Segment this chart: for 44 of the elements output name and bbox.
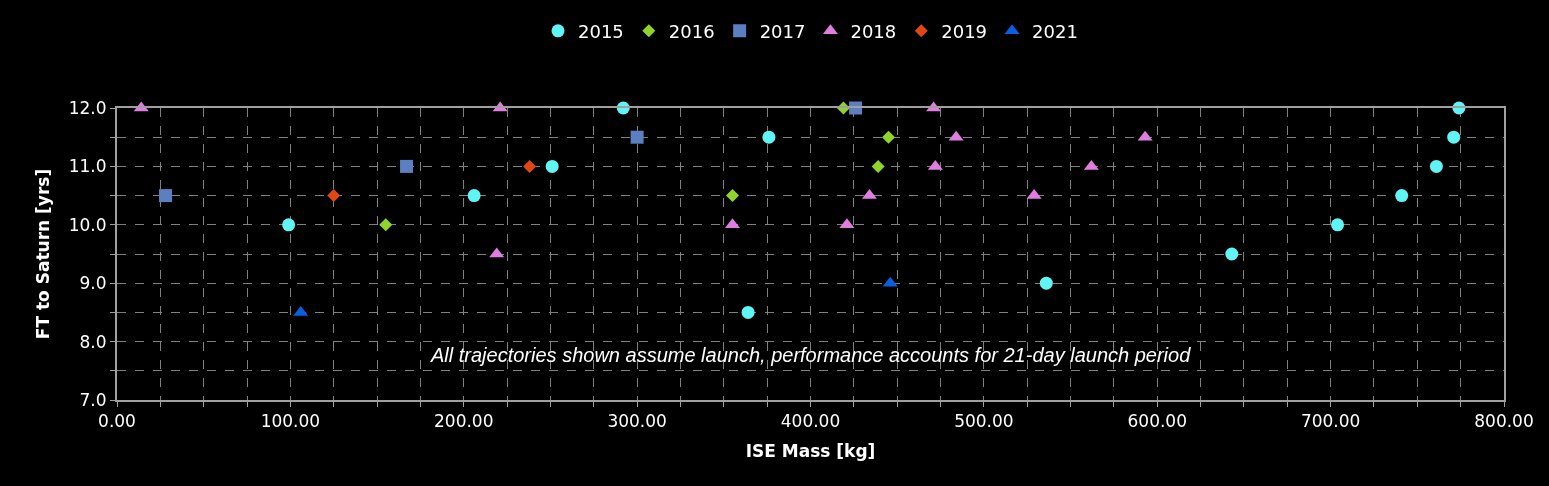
point xyxy=(1429,159,1443,173)
y-tick-label: 12.0 xyxy=(68,97,107,118)
point xyxy=(523,159,537,173)
y-tick-label: 10.0 xyxy=(68,214,107,235)
legend-label: 2017 xyxy=(759,20,806,42)
legend-label: 2018 xyxy=(850,20,897,42)
x-tick-label: 400.00 xyxy=(780,411,841,432)
point xyxy=(725,189,739,203)
point xyxy=(282,218,296,232)
y-tick-label: 7.0 xyxy=(79,389,107,410)
point xyxy=(741,305,755,319)
point xyxy=(467,189,481,203)
x-axis-title: ISE Mass [kg] xyxy=(745,441,876,462)
legend-label: 2016 xyxy=(668,20,715,42)
y-tick-label: 8.0 xyxy=(79,331,107,352)
point xyxy=(1039,276,1053,290)
point xyxy=(1447,130,1461,144)
point xyxy=(1395,189,1409,203)
x-tick-label: 200.00 xyxy=(434,411,494,432)
point xyxy=(159,189,173,203)
y-axis-title: FT to Saturn [yrs] xyxy=(32,168,53,340)
x-tick-label: 600.00 xyxy=(1127,411,1187,432)
x-tick-label: 100.00 xyxy=(260,411,321,432)
point xyxy=(882,130,896,144)
point xyxy=(400,159,414,173)
x-tick-label: 0.00 xyxy=(98,411,136,432)
legend-label: 2015 xyxy=(578,20,624,42)
legend-label: 2021 xyxy=(1032,20,1078,42)
point xyxy=(1331,218,1345,232)
x-tick-label: 300.00 xyxy=(607,411,667,432)
annotation: All trajectories shown assume launch, performance accounts for 21-day launch period xyxy=(430,344,1192,366)
legend-label: 2019 xyxy=(941,20,988,42)
point xyxy=(762,130,776,144)
y-tick-label: 11.0 xyxy=(68,156,107,177)
point xyxy=(1225,247,1239,261)
x-tick-label: 800.00 xyxy=(1474,411,1534,432)
x-tick-label: 700.00 xyxy=(1300,411,1361,432)
point xyxy=(630,130,644,144)
point xyxy=(327,189,341,203)
y-tick-label: 9.0 xyxy=(79,273,107,294)
point xyxy=(871,159,885,173)
x-tick-label: 500.00 xyxy=(954,411,1014,432)
point xyxy=(379,218,393,232)
point xyxy=(545,159,559,173)
